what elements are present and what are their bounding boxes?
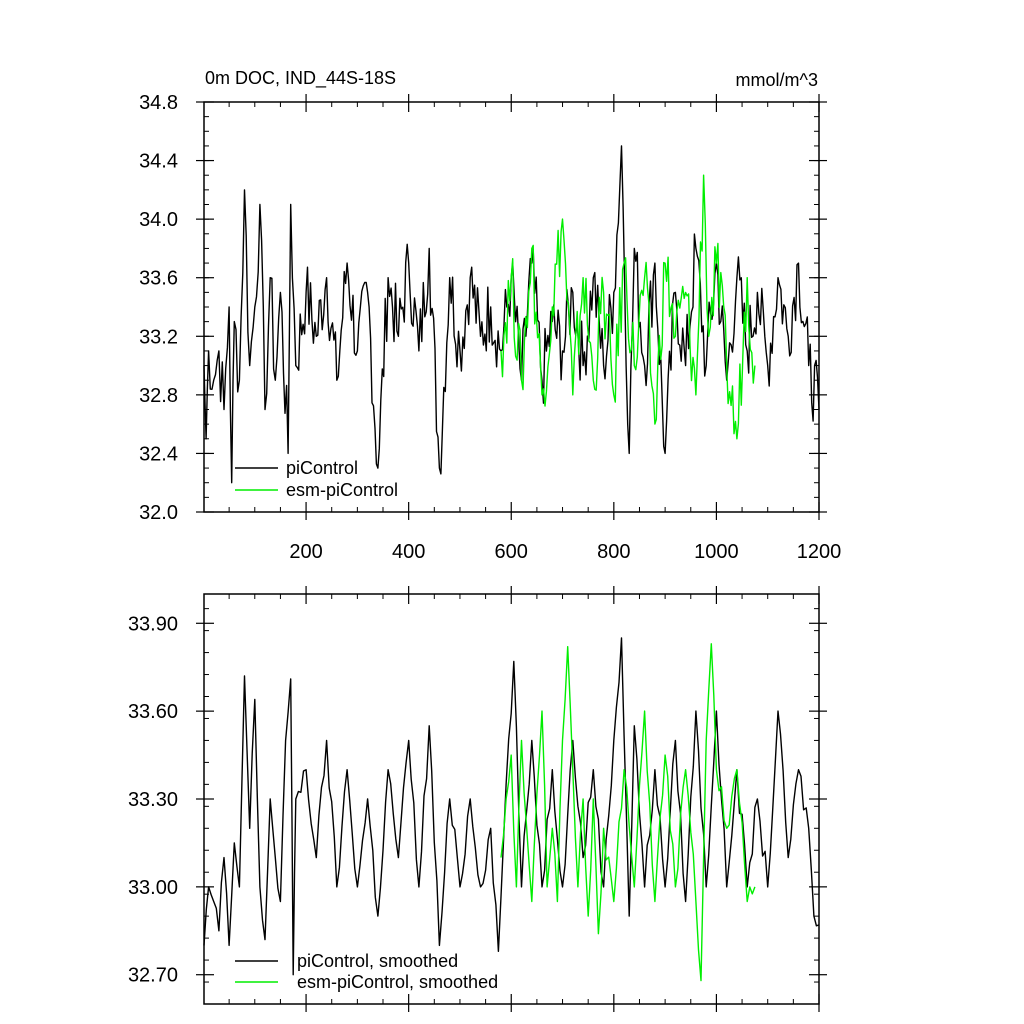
series-line-picontrol [203, 145, 820, 484]
top-plot-frame [203, 101, 820, 513]
legend-label-esm-picontrol: esm-piControl [286, 480, 398, 500]
top-y-tick-labels: 32.0 32.4 32.8 33.2 33.6 34.0 34.4 34.8 [139, 92, 178, 524]
legend-label-picontrol: piControl [286, 458, 358, 478]
x-tick-label: 600 [495, 541, 528, 563]
y-tick-label: 33.2 [139, 326, 178, 348]
y-tick-label: 33.90 [128, 613, 178, 635]
x-tick-label: 800 [597, 541, 630, 563]
bottom-panel: 32.70 33.00 33.30 33.60 33.90 piControl, smo… [128, 586, 827, 1012]
x-tick-label: 200 [289, 541, 322, 563]
y-tick-label: 34.4 [139, 151, 178, 173]
y-tick-label: 34.0 [139, 209, 178, 231]
top-panel: 32.0 32.4 32.8 33.2 33.6 34.0 34.4 34.8 200 400 6… [139, 68, 841, 563]
x-tick-label: 1200 [797, 541, 842, 563]
y-tick-label: 33.00 [128, 877, 178, 899]
bottom-ticks [196, 586, 827, 1012]
y-tick-label: 33.6 [139, 268, 178, 290]
series-line-esm-picontrol [500, 174, 756, 440]
series-line-picontrol-smoothed [203, 637, 820, 976]
legend-label-esm-picontrol-smoothed: esm-piControl, smoothed [297, 972, 498, 992]
x-tick-label: 1000 [694, 541, 739, 563]
chart-title: 0m DOC, IND_44S-18S [205, 68, 396, 89]
legend-label-picontrol-smoothed: piControl, smoothed [297, 951, 458, 971]
y-tick-label: 32.70 [128, 965, 178, 987]
top-ticks [196, 94, 827, 520]
y-tick-label: 33.30 [128, 789, 178, 811]
y-tick-label: 32.0 [139, 502, 178, 524]
y-tick-label: 34.8 [139, 92, 178, 114]
x-tick-label: 400 [392, 541, 425, 563]
top-x-tick-labels: 200 400 600 800 1000 1200 [289, 541, 841, 563]
y-tick-label: 32.4 [139, 443, 178, 465]
bottom-series-lines [203, 637, 820, 982]
top-series-lines [203, 145, 820, 484]
bottom-legend: piControl, smoothed esm-piControl, smoot… [235, 951, 498, 992]
y-tick-label: 33.60 [128, 701, 178, 723]
units-label: mmol/m^3 [736, 70, 818, 90]
top-legend: piControl esm-piControl [235, 458, 398, 500]
series-line-esm-picontrol-smoothed [500, 643, 756, 982]
bottom-y-tick-labels: 32.70 33.00 33.30 33.60 33.90 [128, 613, 178, 986]
y-tick-label: 32.8 [139, 385, 178, 407]
